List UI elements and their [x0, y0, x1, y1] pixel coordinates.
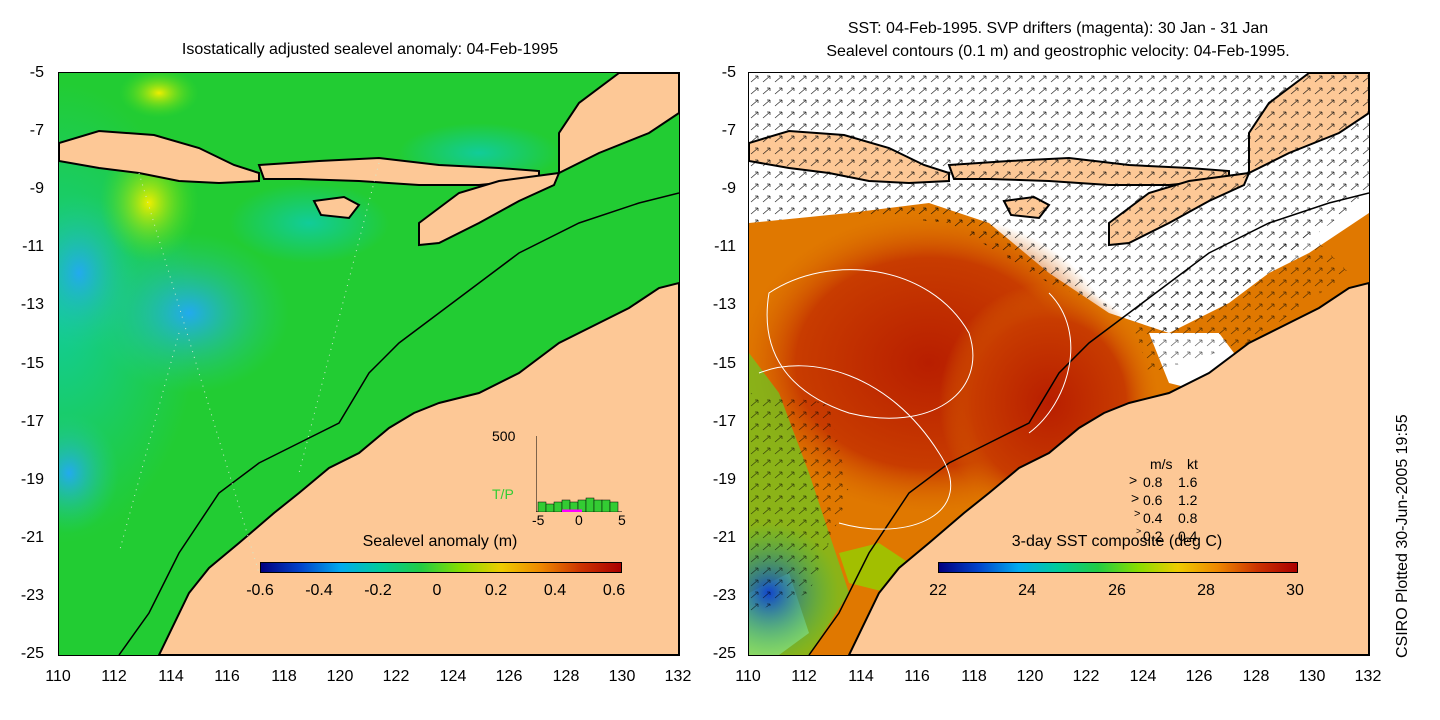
- right-xtick: 122: [1072, 668, 1100, 685]
- right-map-title-line2: Sealevel contours (0.1 m) and geostrophi…: [826, 43, 1290, 60]
- left-ytick: -15: [20, 355, 44, 372]
- right-ytick: -5: [721, 64, 736, 81]
- left-ytick: -21: [20, 529, 44, 546]
- legend-kt: 1.6: [1178, 474, 1198, 490]
- right-ytick: -23: [712, 587, 736, 604]
- right-xtick: 126: [1185, 668, 1213, 685]
- legend-kt: 1.2: [1178, 492, 1198, 508]
- left-xtick: 132: [664, 668, 692, 685]
- inset-series-label: T/P: [492, 486, 514, 502]
- legend-ms: 0.8: [1143, 474, 1163, 490]
- right-xtick: 124: [1129, 668, 1157, 685]
- velocity-legend: m/s kt > 0.8 1.6 > 0.6 1.2 > 0.4 0.8 > 0…: [1125, 456, 1235, 546]
- left-ytick: -25: [20, 645, 44, 662]
- right-xtick: 130: [1298, 668, 1326, 685]
- right-xtick: 112: [791, 668, 817, 685]
- left-ytick: -9: [29, 180, 44, 197]
- legend-ms: 0.6: [1143, 492, 1163, 508]
- right-xtick: 120: [1016, 668, 1044, 685]
- right-xtick: 116: [904, 668, 930, 685]
- left-cb-tick: 0.6: [602, 582, 626, 599]
- legend-arrow-icon: >: [1129, 472, 1138, 488]
- right-ytick: -17: [712, 413, 736, 430]
- left-cb-tick: 0.2: [484, 582, 508, 599]
- sst-colorbar: [938, 562, 1298, 573]
- right-cb-tick: 26: [1108, 582, 1126, 599]
- inset-xtick-5: 5: [618, 512, 626, 528]
- right-xtick: 128: [1242, 668, 1270, 685]
- left-xtick: 126: [495, 668, 523, 685]
- left-cb-tick: -0.6: [246, 582, 274, 599]
- legend-arrow-icon: >: [1131, 490, 1140, 506]
- plot-credit: CSIRO Plotted 30-Jun-2005 19:55: [1394, 414, 1411, 658]
- legend-kt: 0.4: [1178, 528, 1198, 544]
- left-xtick: 116: [214, 668, 240, 685]
- left-ytick: -11: [22, 238, 44, 255]
- right-xtick: 118: [961, 668, 987, 685]
- right-ytick: -7: [721, 122, 736, 139]
- left-cb-tick: 0: [432, 582, 442, 599]
- right-cb-tick: 28: [1197, 582, 1215, 599]
- right-ytick: -9: [721, 180, 736, 197]
- legend-arrow-icon: >: [1136, 526, 1142, 536]
- right-ytick: -11: [714, 238, 736, 255]
- left-ytick: -13: [20, 296, 44, 313]
- left-cb-tick: -0.4: [305, 582, 333, 599]
- left-ytick: -23: [20, 587, 44, 604]
- right-cb-tick: 24: [1018, 582, 1036, 599]
- left-xtick: 110: [45, 668, 71, 685]
- legend-arrow-icon: >: [1134, 508, 1141, 520]
- sealevel-colorbar: [260, 562, 622, 573]
- left-ytick: -5: [29, 64, 44, 81]
- right-ytick: -19: [712, 471, 736, 488]
- left-colorbar-label: Sealevel anomaly (m): [362, 533, 518, 550]
- left-xtick: 112: [101, 668, 127, 685]
- inset-xtick-neg5: -5: [532, 512, 545, 528]
- right-xtick: 132: [1354, 668, 1382, 685]
- right-ytick: -21: [712, 529, 736, 546]
- legend-header-kt: kt: [1187, 456, 1198, 472]
- right-xtick: 114: [848, 668, 874, 685]
- inset-histogram: [535, 436, 622, 513]
- legend-kt: 0.8: [1178, 510, 1198, 526]
- right-ytick: -13: [712, 296, 736, 313]
- right-cb-tick: 30: [1286, 582, 1304, 599]
- left-ytick: -17: [20, 413, 44, 430]
- left-ytick: -19: [20, 471, 44, 488]
- legend-ms: 0.2: [1143, 528, 1163, 544]
- right-xtick: 110: [735, 668, 761, 685]
- legend-header-ms: m/s: [1150, 456, 1173, 472]
- left-xtick: 118: [271, 668, 297, 685]
- right-colorbar-label: 3-day SST composite (deg C): [1011, 533, 1223, 550]
- left-xtick: 122: [382, 668, 410, 685]
- left-ytick: -7: [29, 122, 44, 139]
- left-cb-tick: 0.4: [543, 582, 567, 599]
- left-xtick: 120: [326, 668, 354, 685]
- left-cb-tick: -0.2: [364, 582, 392, 599]
- left-map-title: Isostatically adjusted sealevel anomaly:…: [181, 41, 559, 58]
- right-cb-tick: 22: [929, 582, 947, 599]
- left-xtick: 130: [608, 668, 636, 685]
- left-xtick: 124: [439, 668, 467, 685]
- right-map-title-line1: SST: 04-Feb-1995. SVP drifters (magenta)…: [847, 20, 1269, 37]
- legend-ms: 0.4: [1143, 510, 1163, 526]
- inset-xtick-0: 0: [575, 512, 583, 528]
- inset-ymax-label: 500: [492, 428, 516, 444]
- left-xtick: 128: [552, 668, 580, 685]
- left-xtick: 114: [158, 668, 184, 685]
- right-ytick: -25: [712, 645, 736, 662]
- right-ytick: -15: [712, 355, 736, 372]
